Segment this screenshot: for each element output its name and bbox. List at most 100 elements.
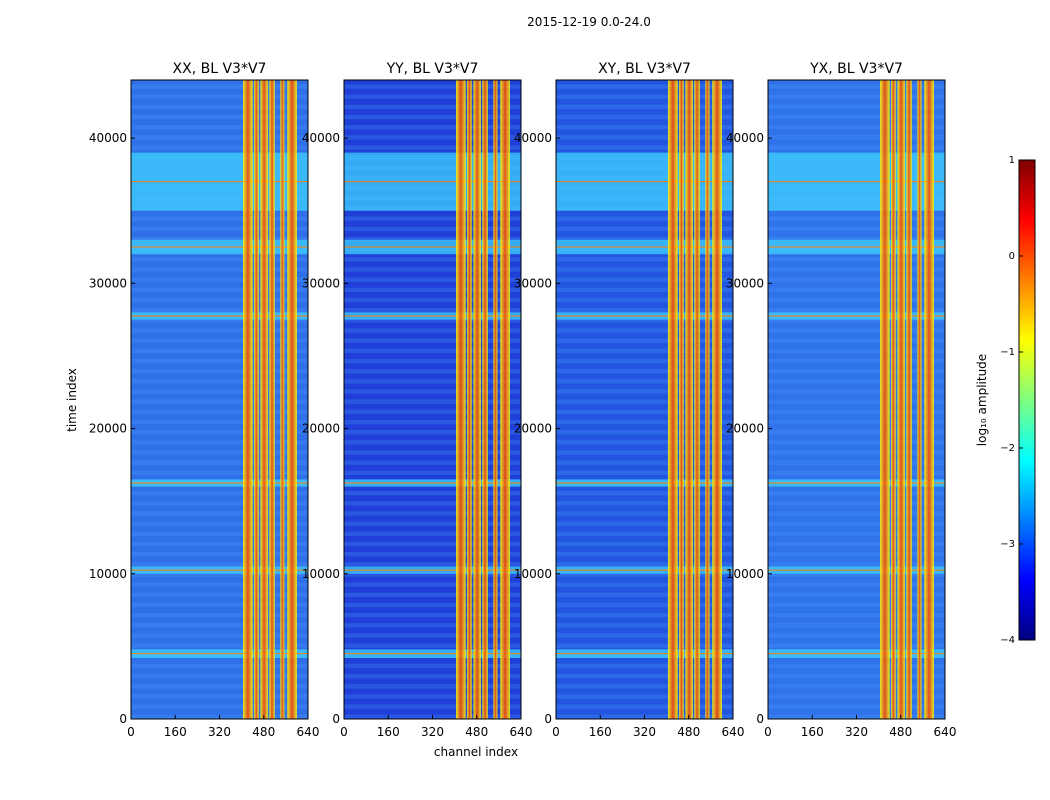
y-tick-label: 30000 (726, 276, 764, 290)
y-tick-label: 0 (756, 712, 764, 726)
texture-row (344, 399, 521, 404)
texture-row (556, 582, 733, 587)
panel-xx: XX, BL V3*V7 0 160 320 480 640 0 10000 20000 3000… (89, 61, 320, 739)
texture-row (556, 409, 733, 415)
texture-row (131, 582, 308, 587)
texture-row (768, 94, 945, 99)
texture-row (131, 389, 308, 394)
y-tick-label: 20000 (302, 422, 340, 436)
texture-row (556, 338, 733, 343)
texture-row (344, 440, 521, 445)
texture-row (344, 511, 521, 516)
x-tick-label: 480 (465, 725, 488, 739)
x-tick-label: 640 (722, 725, 745, 739)
panel-title: XY, BL V3*V7 (598, 61, 691, 77)
rfi-channel-band (254, 80, 259, 719)
texture-row (556, 389, 733, 394)
texture-row (768, 612, 945, 618)
texture-row (556, 226, 733, 232)
texture-row (344, 623, 521, 628)
texture-row (131, 216, 308, 221)
texture-row (556, 663, 733, 669)
texture-row (768, 501, 945, 506)
rfi-channel-band (705, 80, 710, 719)
texture-row (768, 216, 945, 221)
texture-row (131, 602, 308, 608)
rfi-channel-band (668, 80, 678, 719)
panel-yx: YX, BL V3*V7 0 160 320 480 640 0 10000 20000 3000… (726, 61, 957, 739)
x-tick-label: 160 (589, 725, 612, 739)
y-tick-label: 20000 (89, 422, 127, 436)
y-tick-label: 40000 (726, 131, 764, 145)
texture-row (556, 318, 733, 323)
texture-row (131, 308, 308, 313)
texture-row (131, 125, 308, 130)
rfi-channel-band (287, 80, 297, 719)
texture-row (556, 470, 733, 476)
texture-row (556, 358, 733, 364)
texture-row (344, 429, 521, 435)
texture-row (768, 602, 945, 608)
rfi-channel-band (456, 80, 466, 719)
texture-row (556, 673, 733, 679)
texture-row (556, 216, 733, 221)
texture-row (768, 409, 945, 415)
texture-row (131, 277, 308, 282)
texture-row (556, 633, 733, 638)
texture-row (344, 501, 521, 506)
texture-row (768, 450, 945, 455)
texture-row (556, 592, 733, 598)
texture-row (344, 531, 521, 537)
texture-row (344, 562, 521, 567)
texture-row (768, 226, 945, 232)
texture-row (768, 460, 945, 465)
texture-row (131, 704, 308, 709)
y-tick-label: 10000 (726, 567, 764, 581)
texture-row (344, 673, 521, 679)
texture-row (556, 287, 733, 293)
rfi-channel-band (712, 80, 722, 719)
rfi-channel-band (243, 80, 253, 719)
panel-title: XX, BL V3*V7 (173, 61, 267, 77)
y-tick-label: 40000 (514, 131, 552, 145)
texture-row (768, 511, 945, 516)
texture-row (344, 521, 521, 526)
texture-row (768, 623, 945, 628)
texture-row (768, 429, 945, 435)
texture-row (131, 287, 308, 293)
rfi-channel-band (917, 80, 922, 719)
texture-row (344, 704, 521, 709)
rfi-channel-band (891, 80, 896, 719)
texture-row (131, 511, 308, 516)
rfi-channel-band (694, 80, 700, 719)
texture-row (344, 684, 521, 689)
texture-row (131, 440, 308, 445)
texture-row (131, 562, 308, 567)
texture-row (344, 308, 521, 313)
texture-row (768, 297, 945, 303)
texture-row (344, 216, 521, 221)
texture-row (556, 348, 733, 354)
rfi-channel-band (482, 80, 488, 719)
x-tick-label: 160 (164, 725, 187, 739)
x-tick-label: 480 (889, 725, 912, 739)
x-tick-label: 320 (633, 725, 656, 739)
texture-row (556, 135, 733, 140)
texture-row (556, 541, 733, 547)
texture-row (556, 694, 733, 699)
texture-row (131, 694, 308, 699)
texture-row (131, 236, 308, 242)
texture-row (556, 84, 733, 89)
texture-row (556, 236, 733, 242)
texture-row (768, 328, 945, 333)
texture-row (344, 633, 521, 638)
texture-row (768, 531, 945, 537)
texture-row (556, 511, 733, 516)
texture-row (131, 684, 308, 689)
y-axis-label: time index (65, 368, 79, 432)
y-tick-label: 40000 (89, 131, 127, 145)
texture-row (344, 450, 521, 455)
texture-row (768, 236, 945, 242)
texture-row (131, 145, 308, 150)
